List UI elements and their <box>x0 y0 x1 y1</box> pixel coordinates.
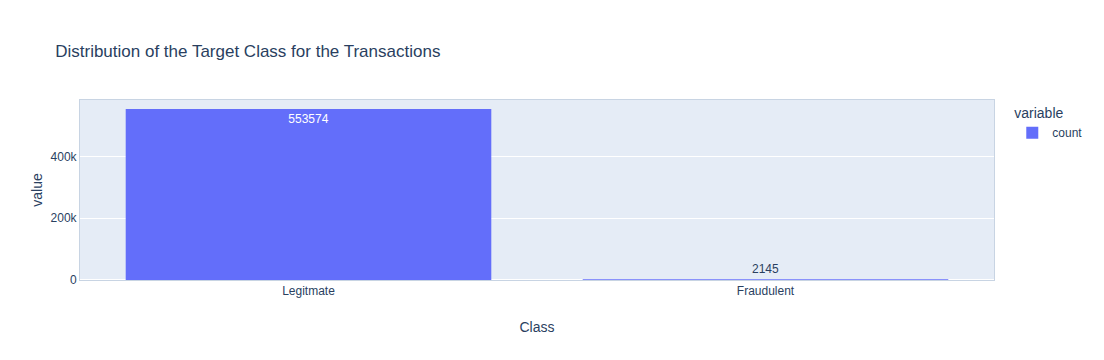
svg-text:Distribution of the Target Cla: Distribution of the Target Class for the… <box>55 42 440 61</box>
svg-text:400k: 400k <box>51 150 78 164</box>
svg-text:count: count <box>1052 126 1082 140</box>
svg-text:200k: 200k <box>51 211 78 225</box>
svg-text:value: value <box>29 173 45 207</box>
svg-text:Legitmate: Legitmate <box>282 284 335 298</box>
svg-text:553574: 553574 <box>288 112 328 126</box>
svg-text:Class: Class <box>519 319 554 335</box>
svg-text:0: 0 <box>70 273 77 287</box>
svg-text:Fraudulent: Fraudulent <box>737 284 795 298</box>
svg-text:variable: variable <box>1014 105 1063 121</box>
svg-text:2145: 2145 <box>752 262 779 276</box>
